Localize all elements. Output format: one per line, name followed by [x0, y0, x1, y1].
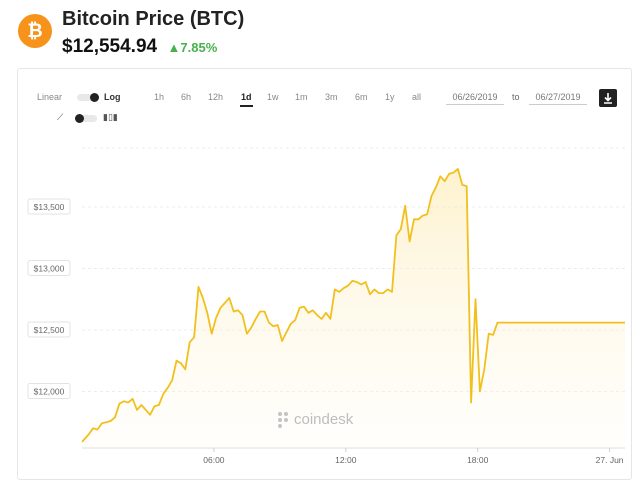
bitcoin-glyph-icon: ₿	[27, 21, 42, 42]
x-tick-label: 06:00	[203, 455, 225, 465]
range-1h-button[interactable]: 1h	[154, 92, 165, 102]
download-icon	[604, 93, 612, 104]
chart-type-toggle-knob[interactable]	[75, 114, 84, 123]
candlestick-icon[interactable]: ▮▯▮	[103, 112, 118, 122]
price-change-value: 7.85%	[180, 40, 218, 55]
price-line	[81, 168, 625, 443]
range-6m-button[interactable]: 6m	[355, 92, 368, 102]
scale-toggle-knob[interactable]	[90, 93, 99, 102]
y-tick-box	[27, 321, 71, 338]
range-12h-button[interactable]: 12h	[208, 92, 224, 102]
y-tick-box	[27, 198, 71, 215]
page-title: Bitcoin Price (BTC)	[62, 8, 245, 30]
range-1m-button[interactable]: 1m	[295, 92, 308, 102]
price-change: ▲7.85%	[168, 40, 218, 55]
date-to-label: to	[512, 92, 520, 102]
y-tick-box	[27, 259, 71, 276]
coin-header: ₿ Bitcoin Price (BTC) $12,554.94 ▲7.85%	[12, 6, 628, 62]
y-axis: $13,500 $13,000 $12,500 $12,000	[27, 198, 71, 399]
scale-toggle[interactable]	[77, 93, 99, 102]
y-tick-label: $12,000	[34, 386, 65, 396]
watermark-text: coindesk	[294, 411, 354, 428]
scale-log-label[interactable]: Log	[104, 92, 121, 102]
line-chart-icon[interactable]: ⟋	[57, 112, 64, 122]
bitcoin-icon: ₿	[18, 14, 52, 48]
svg-text:₿: ₿	[27, 21, 42, 42]
range-1d-button[interactable]: 1d	[240, 92, 253, 107]
y-tick-box	[27, 382, 71, 399]
x-tick-label: 18:00	[467, 455, 489, 465]
range-all-button[interactable]: all	[412, 92, 422, 102]
y-tick-label: $12,500	[34, 325, 65, 335]
x-tick-label: 27. Jun	[596, 455, 624, 465]
date-to-input[interactable]: 06/27/2019	[529, 90, 587, 105]
date-from-input[interactable]: 06/26/2019	[446, 90, 504, 105]
price-area-fill	[82, 168, 625, 448]
y-tick-label: $13,000	[34, 263, 65, 273]
price-row: $12,554.94 ▲7.85%	[62, 36, 217, 58]
chart-type-toggle[interactable]	[75, 114, 97, 123]
scale-linear-label[interactable]: Linear	[37, 92, 63, 102]
coindesk-watermark: coindesk	[278, 411, 354, 428]
y-tick-label: $13,500	[34, 202, 65, 212]
x-tick-label: 12:00	[335, 455, 357, 465]
up-arrow-icon: ▲	[167, 40, 181, 55]
download-button[interactable]	[599, 89, 617, 107]
coindesk-logo-icon	[278, 412, 288, 428]
range-1w-button[interactable]: 1w	[267, 92, 279, 102]
range-1y-button[interactable]: 1y	[385, 92, 395, 102]
range-3m-button[interactable]: 3m	[325, 92, 338, 102]
x-axis: 06:00 12:00 18:00 27. Jun	[82, 447, 625, 465]
current-price: $12,554.94	[62, 36, 158, 57]
range-6h-button[interactable]: 6h	[181, 92, 192, 102]
